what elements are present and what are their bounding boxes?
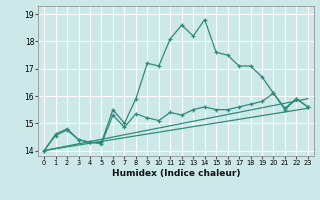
X-axis label: Humidex (Indice chaleur): Humidex (Indice chaleur) [112, 169, 240, 178]
